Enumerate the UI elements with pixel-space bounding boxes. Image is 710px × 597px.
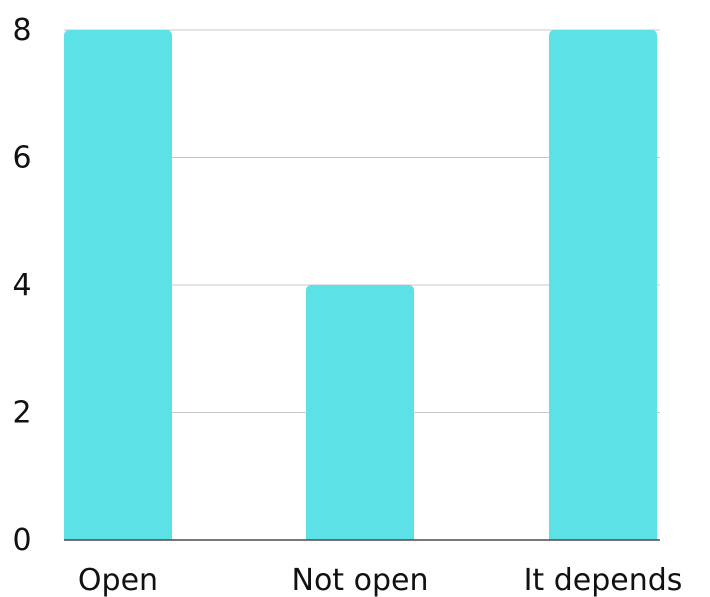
x-category-label: Open [78, 563, 158, 597]
y-tick-label: 4 [12, 268, 31, 303]
bar-not-open [306, 285, 414, 540]
x-category-label: It depends [524, 563, 683, 597]
y-tick-label: 6 [12, 141, 31, 176]
x-category-label: Not open [292, 563, 429, 597]
y-axis-ticks: 0 2 4 6 8 [12, 13, 31, 558]
bar-it-depends [549, 30, 657, 540]
bar-open [64, 30, 172, 540]
y-tick-label: 0 [12, 523, 31, 558]
y-tick-label: 8 [12, 13, 31, 48]
x-axis-categories: Open Not open It depends [78, 563, 682, 597]
bars [64, 30, 657, 540]
y-tick-label: 2 [12, 396, 31, 431]
